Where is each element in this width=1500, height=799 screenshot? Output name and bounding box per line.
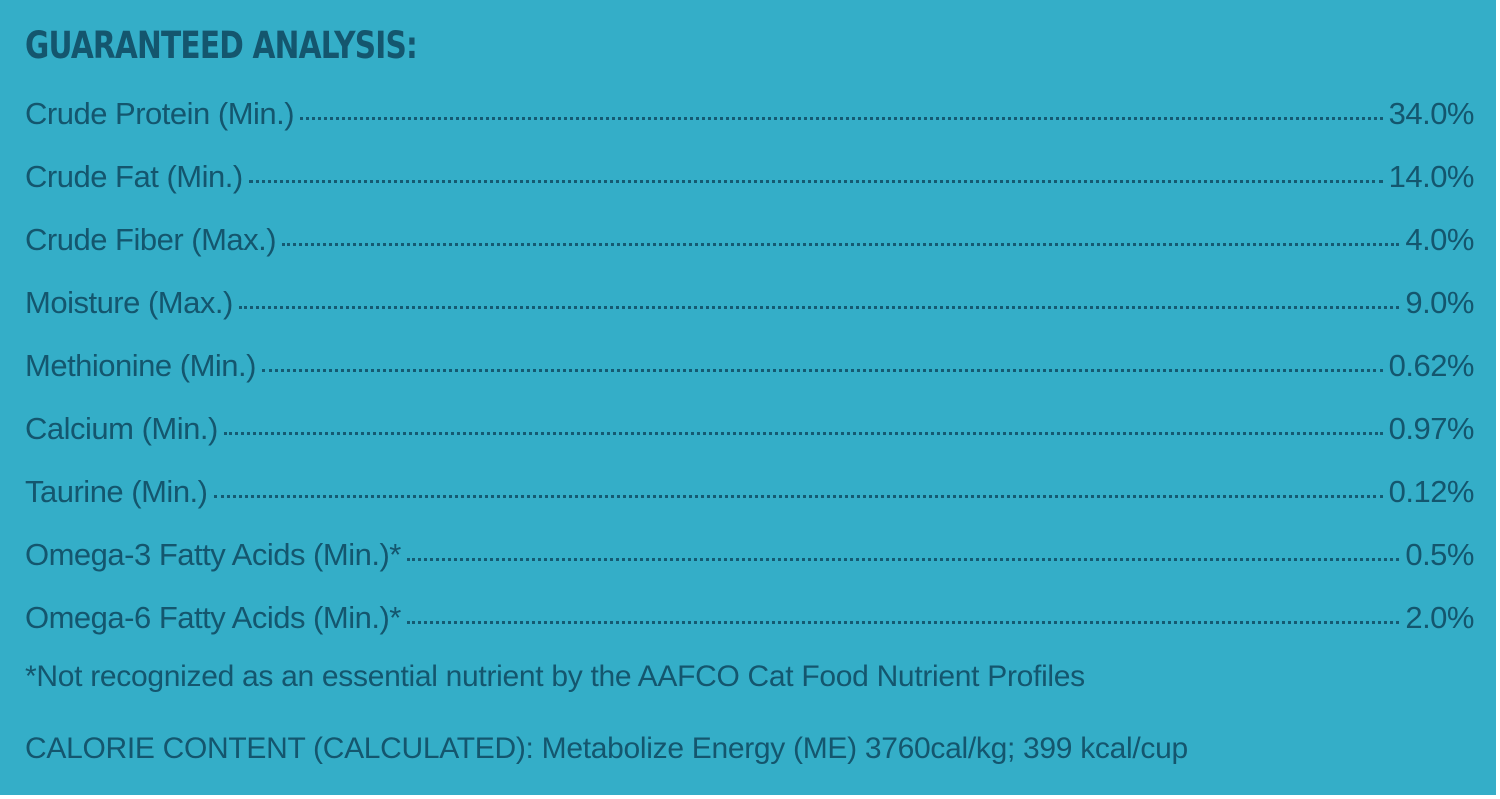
row-value: 4.0%: [1405, 222, 1474, 257]
row-label: Moisture (Max.): [25, 285, 233, 320]
analysis-row-taurine: Taurine (Min.) 0.12%: [25, 470, 1475, 533]
dot-leader: [223, 432, 1383, 435]
row-value: 34.0%: [1388, 96, 1475, 131]
row-label: Crude Fiber (Max.): [25, 222, 277, 257]
row-value: 2.0%: [1405, 600, 1474, 635]
row-label: Crude Fat (Min.): [25, 159, 243, 194]
analysis-row-moisture: Moisture (Max.) 9.0%: [25, 281, 1474, 344]
dot-leader: [248, 180, 1383, 183]
analysis-table: Crude Protein (Min.) 34.0% Crude Fat (Mi…: [25, 92, 1475, 659]
analysis-row-crude-fiber: Crude Fiber (Max.) 4.0%: [25, 218, 1474, 281]
analysis-row-methionine: Methionine (Min.) 0.62%: [25, 344, 1475, 407]
row-value: 9.0%: [1405, 285, 1474, 320]
footnote: *Not recognized as an essential nutrient…: [25, 660, 1085, 693]
dot-leader: [261, 369, 1383, 372]
row-value: 14.0%: [1388, 159, 1475, 194]
dot-leader: [300, 117, 1383, 120]
dot-leader: [406, 558, 1400, 561]
dot-leader: [282, 243, 1400, 246]
row-label: Calcium (Min.): [25, 411, 218, 446]
calorie-content: CALORIE CONTENT (CALCULATED): Metabolize…: [25, 732, 1188, 765]
row-label: Omega-3 Fatty Acids (Min.)*: [25, 537, 401, 572]
dot-leader: [406, 621, 1400, 624]
panel-title: GUARANTEED ANALYSIS:: [25, 24, 418, 67]
row-label: Taurine (Min.): [25, 474, 208, 509]
row-label: Methionine (Min.): [25, 348, 256, 383]
dot-leader: [213, 495, 1383, 498]
analysis-row-omega-6: Omega-6 Fatty Acids (Min.)* 2.0%: [25, 596, 1474, 659]
row-value: 0.12%: [1388, 474, 1475, 509]
row-label: Crude Protein (Min.): [25, 96, 295, 131]
analysis-row-crude-protein: Crude Protein (Min.) 34.0%: [25, 92, 1475, 155]
analysis-row-omega-3: Omega-3 Fatty Acids (Min.)* 0.5%: [25, 533, 1474, 596]
row-value: 0.62%: [1388, 348, 1475, 383]
row-value: 0.5%: [1405, 537, 1474, 572]
analysis-row-crude-fat: Crude Fat (Min.) 14.0%: [25, 155, 1475, 218]
dot-leader: [238, 306, 1400, 309]
row-label: Omega-6 Fatty Acids (Min.)*: [25, 600, 401, 635]
analysis-row-calcium: Calcium (Min.) 0.97%: [25, 407, 1475, 470]
row-value: 0.97%: [1388, 411, 1475, 446]
